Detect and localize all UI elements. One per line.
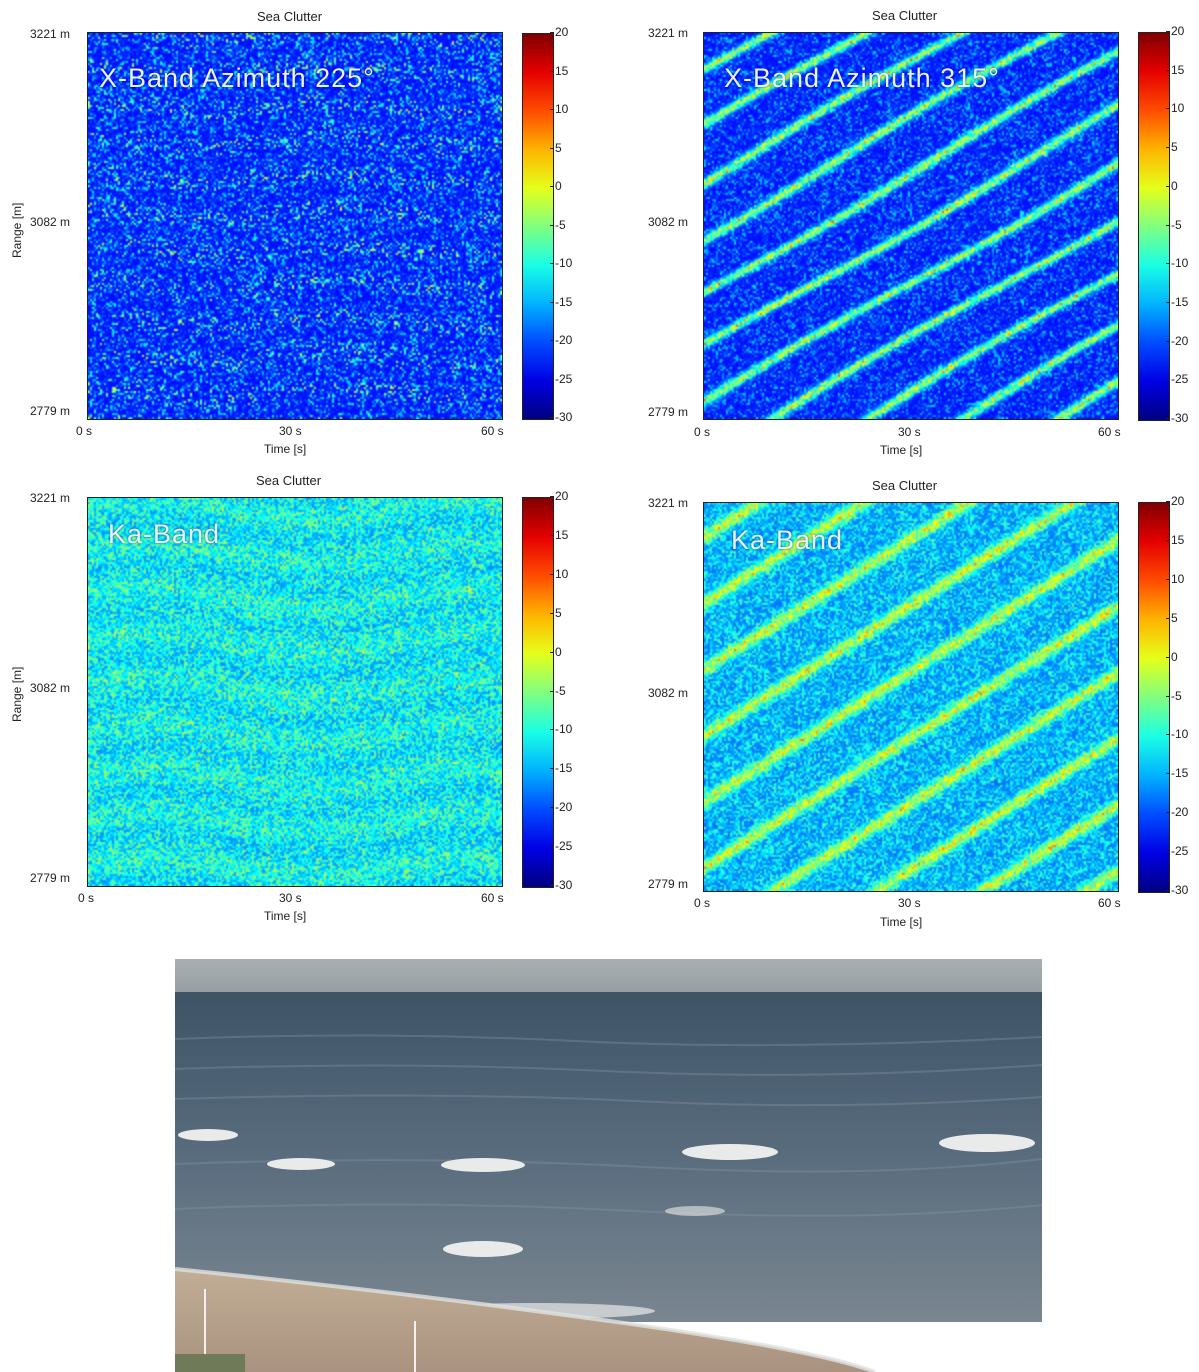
colorbar-tick-label: 5 [1166,140,1178,155]
colorbar-tick-label: -30 [549,410,573,424]
colorbar-tick-label: -5 [550,683,566,698]
heatmap-image [704,33,1118,419]
colorbar-tick-label: 0 [1166,178,1178,193]
colorbar-tick-label: 15 [1165,62,1185,77]
band-overlay-label: Ka-Band [731,525,844,555]
x-axis-label: Time [s] [264,442,307,456]
colorbar-tick-label: -30 [549,878,573,892]
heatmap-image [88,33,502,419]
x-tick-label: 60 s [481,424,504,438]
colorbar-tick-label: 15 [1165,532,1185,547]
y-tick-label: 3221 m [648,496,689,510]
x-tick-label: 0 s [694,896,711,910]
heatmap-plot-area [703,502,1119,892]
colorbar-tick-label: -5 [1166,688,1182,703]
colorbar-tick-label: -15 [549,761,573,776]
y-axis-label: Range [m] [10,202,24,258]
colorbar-tick-label: 5 [1166,610,1178,625]
colorbar-tick-label: -25 [1165,844,1189,859]
y-tick-label: 3221 m [30,27,71,41]
x-tick-label: 60 s [481,891,504,905]
x-tick-label: 0 s [694,425,711,439]
heatmap-plot-area [87,32,503,420]
colorbar-tick-label: 15 [549,527,569,542]
colorbar-tick-label: -10 [1165,727,1189,742]
chart-title: Sea Clutter [257,9,323,24]
x-tick-label: 30 s [279,424,302,438]
colorbar-tick-label: 15 [549,63,569,78]
x-tick-label: 0 s [76,424,93,438]
colorbar-tick-label: 20 [1165,494,1185,508]
colorbar-tick-label: 5 [550,605,562,620]
colorbar-tick-label: -30 [1165,411,1189,425]
y-tick-label: 2779 m [30,871,71,885]
ocean-waves-beach-photo [175,959,1042,1372]
x-axis-label: Time [s] [264,909,307,923]
colorbar-tick-label: -15 [1165,294,1189,309]
colorbar [522,497,554,888]
x-tick-label: 60 s [1098,896,1121,910]
colorbar [1138,502,1170,893]
x-tick-label: 30 s [279,891,302,905]
y-tick-label: 3082 m [30,215,71,229]
colorbar-tick-label: 0 [550,179,562,193]
y-tick-label: 3221 m [648,26,689,40]
colorbar-tick-label: 10 [549,102,569,116]
colorbar-tick-label: -25 [1165,372,1189,387]
colorbar-tick-label: -20 [549,333,573,347]
colorbar-tick-label: -20 [549,800,573,815]
chart-title: Sea Clutter [872,8,938,23]
band-overlay-label: Ka-Band [108,519,221,549]
colorbar-tick-label: 20 [549,489,569,503]
y-axis-label: Range [m] [10,666,24,722]
heatmap-plot-area [703,32,1119,420]
colorbar [1138,32,1170,421]
colorbar-tick-label: -5 [1166,217,1182,232]
y-tick-label: 3221 m [30,491,71,505]
colorbar-tick-label: -15 [1165,766,1189,781]
colorbar-tick-label: -10 [1165,256,1189,271]
chart-title: Sea Clutter [872,478,938,493]
colorbar-tick-label: 10 [1165,571,1185,586]
x-axis-label: Time [s] [880,443,923,457]
colorbar-tick-label: -25 [549,371,573,386]
chart-title: Sea Clutter [256,473,322,488]
colorbar-tick-label: -20 [1165,805,1189,820]
y-tick-label: 3082 m [648,215,689,229]
y-tick-label: 2779 m [648,877,689,891]
x-tick-label: 60 s [1098,425,1121,439]
colorbar-tick-label: 5 [550,140,562,155]
band-overlay-label: X-Band Azimuth 315° [724,63,1000,93]
y-tick-label: 2779 m [30,404,71,418]
x-tick-label: 30 s [898,896,921,910]
y-tick-label: 3082 m [648,686,689,700]
heatmap-image [88,498,502,886]
colorbar-tick-label: 0 [1166,649,1178,664]
colorbar-tick-label: 10 [1165,101,1185,116]
y-tick-label: 2779 m [648,405,689,419]
y-tick-label: 3082 m [30,681,71,695]
x-tick-label: 30 s [898,425,921,439]
photo-illustration [175,959,1042,1372]
x-axis-label: Time [s] [880,915,923,929]
band-overlay-label: X-Band Azimuth 225° [99,63,375,93]
colorbar-tick-label: -15 [549,294,573,309]
colorbar-tick-label: -25 [549,839,573,854]
heatmap-image [704,503,1118,891]
colorbar-tick-label: 10 [549,566,569,581]
colorbar-tick-label: 20 [1165,24,1185,38]
colorbar-tick-label: -10 [549,256,573,270]
colorbar-tick-label: 20 [549,25,569,39]
colorbar-tick-label: -10 [549,722,573,737]
colorbar-tick-label: 0 [550,644,562,659]
x-tick-label: 0 s [78,891,95,905]
colorbar-tick-label: -30 [1165,883,1189,897]
colorbar-tick-label: -5 [550,217,566,232]
colorbar-tick-label: -20 [1165,333,1189,348]
colorbar [522,33,554,420]
heatmap-plot-area [87,497,503,887]
